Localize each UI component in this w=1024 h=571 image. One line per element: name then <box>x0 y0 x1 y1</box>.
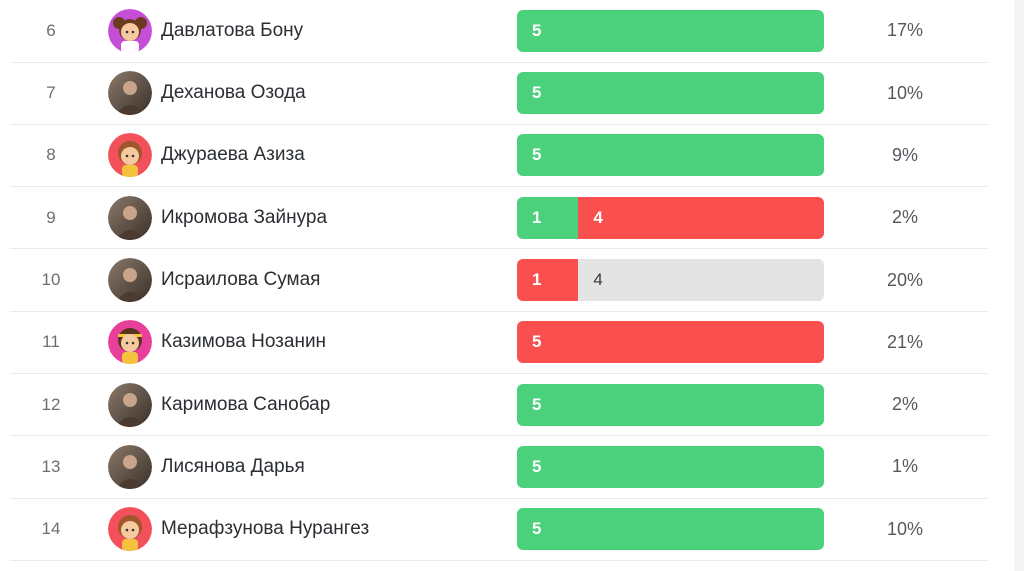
score-bar-segment: 4 <box>578 259 824 302</box>
percent-value: 9% <box>891 144 918 165</box>
percent-value: 2% <box>891 394 918 415</box>
percent-value: 17% <box>886 20 924 41</box>
avatar-girl-icon[interactable] <box>108 320 152 365</box>
rank-number: 10 <box>41 270 61 290</box>
score-bar-segment: 4 <box>578 196 824 239</box>
avatar-girl-icon[interactable] <box>108 133 152 178</box>
score-bar: 5 <box>517 321 824 364</box>
rank-number: 12 <box>41 394 61 414</box>
student-name[interactable]: Каримова Санобар <box>161 393 331 415</box>
student-name[interactable]: Исраилова Сумая <box>161 269 321 291</box>
rank-number: 8 <box>46 145 56 165</box>
student-name[interactable]: Джураева Азиза <box>161 144 305 166</box>
rank-number: 7 <box>46 83 56 103</box>
score-bar: 5 <box>517 72 824 115</box>
score-bar-segment: 1 <box>517 196 579 239</box>
avatar[interactable] <box>108 382 152 427</box>
score-bar: 5 <box>517 508 824 551</box>
table-row: 13 Лисянова Дарья 5 1% <box>10 436 988 499</box>
student-name[interactable]: Давлатова Бону <box>161 19 304 41</box>
score-bar-segment: 5 <box>517 321 824 364</box>
table-row: 12 Каримова Санобар 5 2% <box>10 374 988 437</box>
avatar-girl-icon[interactable] <box>108 507 152 552</box>
student-name[interactable]: Лисянова Дарья <box>161 455 305 477</box>
avatar[interactable] <box>108 195 152 240</box>
rank-number: 13 <box>41 456 61 476</box>
rank-number: 11 <box>42 332 60 352</box>
student-name[interactable]: Казимова Нозанин <box>161 331 327 353</box>
score-bar-segment: 5 <box>517 383 824 426</box>
table-row: 8 Джураева Азиза 5 9% <box>10 125 988 188</box>
rank-number: 14 <box>41 519 61 539</box>
score-bar: 5 <box>517 445 824 488</box>
table-row: 7 Деханова Озода 5 10% <box>10 63 988 125</box>
score-bar-segment: 5 <box>517 134 824 177</box>
table-row: 11 Казимова Нозанин 5 21% <box>10 312 988 374</box>
percent-value: 1% <box>891 456 918 477</box>
avatar[interactable] <box>108 258 152 303</box>
rank-number: 6 <box>46 20 56 40</box>
score-bar: 5 <box>517 383 824 426</box>
table-row: 6 Давлатова Бону 5 17% <box>10 0 988 63</box>
percent-value: 10% <box>886 82 924 103</box>
avatar[interactable] <box>108 71 152 116</box>
table-row: 10 Исраилова Сумая 1 4 20% <box>10 249 988 312</box>
student-name[interactable]: Мерафзунова Нурангез <box>161 518 370 540</box>
avatar[interactable] <box>108 444 152 489</box>
score-bar-segment: 5 <box>517 508 824 551</box>
score-bar-segment: 5 <box>517 72 824 115</box>
table-row: 9 Икромова Зайнура 1 4 2% <box>10 187 988 250</box>
percent-value: 21% <box>886 331 924 352</box>
table-row: 14 Мерафзунова Нурангез 5 10% <box>10 499 988 561</box>
scrollbar-track[interactable] <box>1014 0 1024 571</box>
student-name[interactable]: Деханова Озода <box>161 82 306 104</box>
score-bar-segment: 1 <box>517 259 579 302</box>
score-bar-segment: 5 <box>517 9 824 52</box>
rank-number: 9 <box>46 207 56 227</box>
score-bar: 5 <box>517 9 824 52</box>
student-name[interactable]: Икромова Зайнура <box>161 206 328 228</box>
score-bar-segment: 5 <box>517 445 824 488</box>
avatar-girl-icon[interactable] <box>108 8 152 53</box>
score-bar: 5 <box>517 134 824 177</box>
results-table: 6 Давлатова Бону 5 17% 7 Деханова Озода 5 10% 8 Д… <box>10 0 988 561</box>
percent-value: 20% <box>886 269 924 290</box>
percent-value: 2% <box>891 207 918 228</box>
percent-value: 10% <box>886 518 924 539</box>
